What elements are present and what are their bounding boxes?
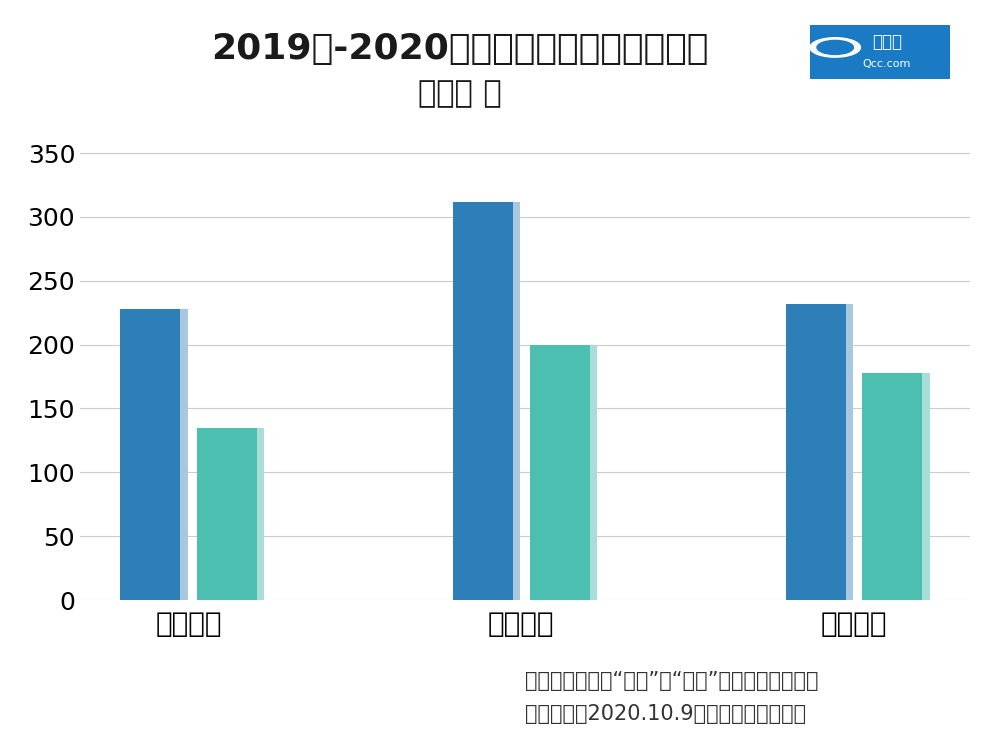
Text: Qcc.com: Qcc.com: [863, 58, 911, 69]
Bar: [460, 202, 520, 600]
Bar: [120, 309, 180, 600]
Bar: [793, 304, 853, 600]
Text: 单位： 家: 单位： 家: [418, 80, 502, 108]
Bar: [862, 373, 922, 600]
Bar: [870, 373, 930, 600]
Text: 2019年-2020年马术赛马相关企业注册量: 2019年-2020年马术赛马相关企业注册量: [211, 32, 709, 66]
FancyBboxPatch shape: [799, 20, 961, 83]
Bar: [453, 202, 513, 600]
Circle shape: [810, 38, 860, 57]
Bar: [530, 344, 590, 600]
Bar: [197, 427, 257, 600]
Circle shape: [817, 40, 853, 55]
Bar: [128, 309, 188, 600]
Text: 企查查: 企查查: [872, 33, 902, 51]
Text: 仅统计关键词为“赛马”、“马术”的相关企业数量；: 仅统计关键词为“赛马”、“马术”的相关企业数量；: [525, 670, 818, 691]
Bar: [786, 304, 846, 600]
Text: 数据截至：2020.10.9；数据来源：企查查: 数据截至：2020.10.9；数据来源：企查查: [525, 704, 806, 724]
Bar: [537, 344, 597, 600]
Bar: [204, 427, 264, 600]
